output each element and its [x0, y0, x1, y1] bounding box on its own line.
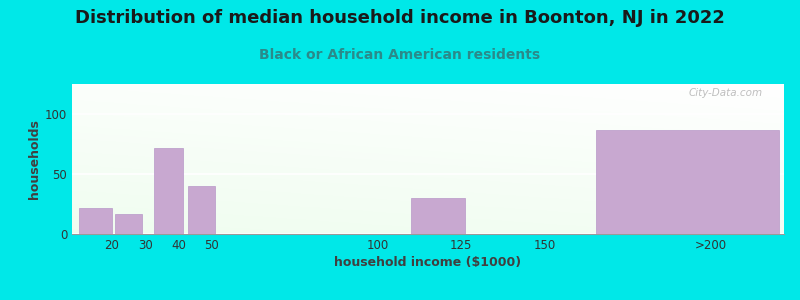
- Bar: [115, 214, 142, 234]
- Text: Distribution of median household income in Boonton, NJ in 2022: Distribution of median household income …: [75, 9, 725, 27]
- Bar: [411, 198, 465, 234]
- Bar: [154, 148, 183, 234]
- Text: City-Data.com: City-Data.com: [689, 88, 762, 98]
- X-axis label: household income ($1000): household income ($1000): [334, 256, 522, 269]
- Bar: [189, 186, 215, 234]
- Y-axis label: households: households: [28, 119, 41, 199]
- Bar: [596, 130, 779, 234]
- Bar: [78, 208, 112, 234]
- Text: Black or African American residents: Black or African American residents: [259, 48, 541, 62]
